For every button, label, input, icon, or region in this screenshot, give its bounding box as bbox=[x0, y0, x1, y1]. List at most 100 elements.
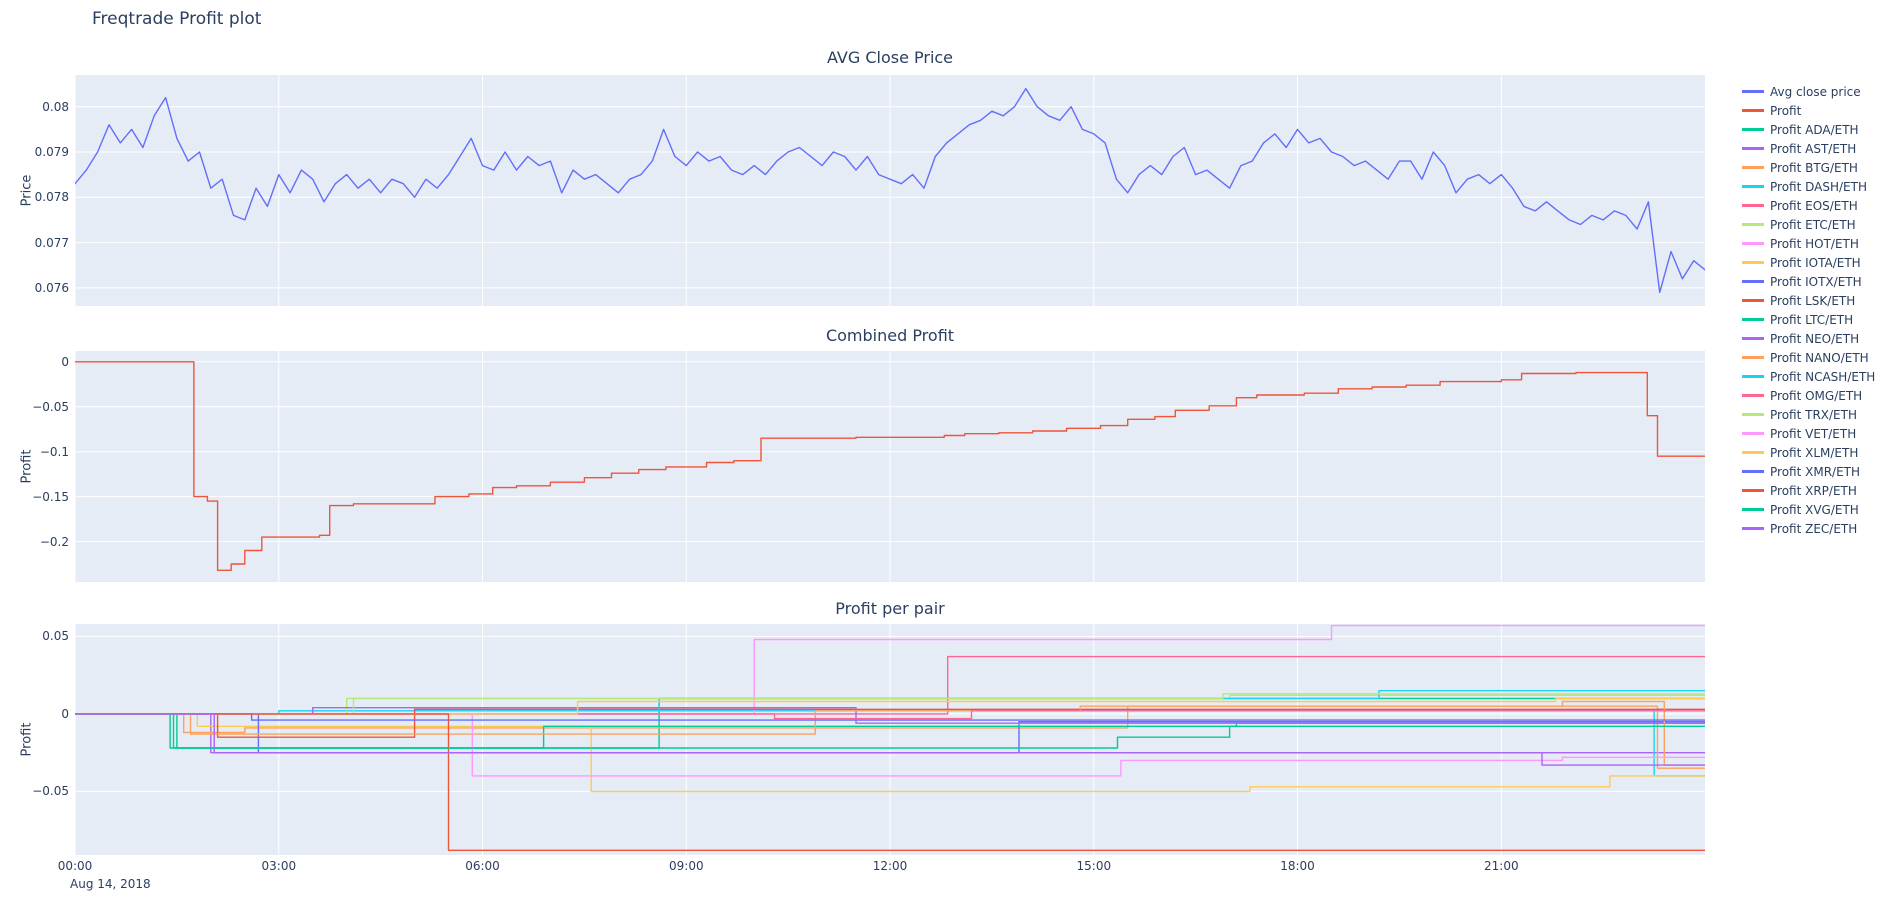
y-tick-label: 0 bbox=[61, 706, 69, 721]
legend-line-swatch bbox=[1742, 489, 1764, 492]
legend-item-profit-btg-eth[interactable]: Profit BTG/ETH bbox=[1742, 158, 1894, 177]
legend-item-profit-neo-eth[interactable]: Profit NEO/ETH bbox=[1742, 329, 1894, 348]
legend-line-swatch bbox=[1742, 147, 1764, 150]
y-tick-label: 0.077 bbox=[34, 235, 69, 250]
series-line-profit-xrp-eth[interactable] bbox=[75, 713, 1705, 851]
legend-line-swatch bbox=[1742, 242, 1764, 245]
y-tick-label: 0 bbox=[61, 354, 69, 369]
legend-line-swatch bbox=[1742, 90, 1764, 93]
y-tick-label: 0.076 bbox=[34, 280, 69, 295]
y-tick-label: 0.08 bbox=[42, 99, 69, 114]
legend-line-swatch bbox=[1742, 280, 1764, 283]
legend-item-profit-omg-eth[interactable]: Profit OMG/ETH bbox=[1742, 386, 1894, 405]
profit-per-pair-plot-area[interactable]: 0.05 0 −0.05 bbox=[32, 624, 1705, 855]
legend-item-profit-eos-eth[interactable]: Profit EOS/ETH bbox=[1742, 196, 1894, 215]
legend-item-profit-dash-eth[interactable]: Profit DASH/ETH bbox=[1742, 177, 1894, 196]
combined-profit-plot-area[interactable]: 0 −0.05 −0.1 −0.15 −0.2 bbox=[32, 351, 1705, 582]
y-tick-label: −0.1 bbox=[39, 444, 69, 459]
legend-line-swatch bbox=[1742, 413, 1764, 416]
legend-item-profit-trx-eth[interactable]: Profit TRX/ETH bbox=[1742, 405, 1894, 424]
legend: Avg close price Profit Profit ADA/ETH Profi… bbox=[1742, 82, 1894, 538]
legend-item-profit-zec-eth[interactable]: Profit ZEC/ETH bbox=[1742, 519, 1894, 538]
legend-item-profit-iota-eth[interactable]: Profit IOTA/ETH bbox=[1742, 253, 1894, 272]
legend-line-swatch bbox=[1742, 299, 1764, 302]
series-line-profit-omg-eth[interactable] bbox=[75, 710, 1705, 720]
legend-label: Profit ETC/ETH bbox=[1770, 217, 1856, 232]
legend-label: Profit LSK/ETH bbox=[1770, 293, 1856, 308]
legend-line-swatch bbox=[1742, 375, 1764, 378]
legend-label: Profit XMR/ETH bbox=[1770, 464, 1861, 479]
y-axis-title-profit-2: Profit bbox=[16, 624, 38, 855]
legend-label: Profit XLM/ETH bbox=[1770, 445, 1859, 460]
legend-item-profit-ada-eth[interactable]: Profit ADA/ETH bbox=[1742, 120, 1894, 139]
y-tick-label: 0.079 bbox=[34, 145, 69, 159]
legend-line-swatch bbox=[1742, 166, 1764, 169]
series-line-profit-zec-eth[interactable] bbox=[75, 713, 1705, 766]
legend-label: Profit AST/ETH bbox=[1770, 141, 1857, 156]
legend-label: Profit DASH/ETH bbox=[1770, 179, 1867, 194]
legend-item-profit-etc-eth[interactable]: Profit ETC/ETH bbox=[1742, 215, 1894, 234]
legend-item-profit-ltc-eth[interactable]: Profit LTC/ETH bbox=[1742, 310, 1894, 329]
y-axis-title-text: Profit bbox=[19, 722, 35, 757]
legend-line-swatch bbox=[1742, 337, 1764, 340]
legend-item-profit-ncash-eth[interactable]: Profit NCASH/ETH bbox=[1742, 367, 1894, 386]
series-line-profit[interactable] bbox=[75, 361, 1705, 571]
x-tick-label: 00:00 bbox=[57, 859, 93, 873]
x-tick-label: 12:00 bbox=[872, 859, 908, 873]
legend-label: Avg close price bbox=[1770, 84, 1861, 99]
legend-label: Profit VET/ETH bbox=[1770, 426, 1857, 441]
avg-close-price-plot-area[interactable]: 0.076 0.077 0.078 0.079 0.08 bbox=[35, 75, 1705, 306]
legend-line-swatch bbox=[1742, 508, 1764, 511]
legend-label: Profit NEO/ETH bbox=[1770, 331, 1860, 346]
y-tick-label: 0.05 bbox=[42, 629, 69, 644]
y-tick-label: −0.05 bbox=[32, 399, 69, 414]
legend-item-profit-lsk-eth[interactable]: Profit LSK/ETH bbox=[1742, 291, 1894, 310]
legend-label: Profit NANO/ETH bbox=[1770, 350, 1869, 365]
x-tick-label: 06:00 bbox=[465, 859, 500, 873]
legend-item-profit-xrp-eth[interactable]: Profit XRP/ETH bbox=[1742, 481, 1894, 500]
legend-line-swatch bbox=[1742, 451, 1764, 454]
legend-item-profit-ast-eth[interactable]: Profit AST/ETH bbox=[1742, 139, 1894, 158]
x-tick-label: 03:00 bbox=[261, 859, 297, 873]
legend-item-profit-vet-eth[interactable]: Profit VET/ETH bbox=[1742, 424, 1894, 443]
x-tick-label: 09:00 bbox=[669, 859, 704, 873]
series-line-profit-nano-eth[interactable] bbox=[75, 700, 1705, 766]
legend-label: Profit TRX/ETH bbox=[1770, 407, 1857, 422]
legend-label: Profit IOTX/ETH bbox=[1770, 274, 1862, 289]
legend-item-avg-close-price[interactable]: Avg close price bbox=[1742, 82, 1894, 101]
legend-label: Profit LTC/ETH bbox=[1770, 312, 1854, 327]
legend-item-profit-xlm-eth[interactable]: Profit XLM/ETH bbox=[1742, 443, 1894, 462]
legend-item-profit-xvg-eth[interactable]: Profit XVG/ETH bbox=[1742, 500, 1894, 519]
series-line-profit-iota-eth[interactable] bbox=[75, 713, 1705, 793]
series-line-profit-xvg-eth[interactable] bbox=[75, 713, 1705, 749]
series-line-profit-xlm-eth[interactable] bbox=[75, 697, 1705, 715]
legend-line-swatch bbox=[1742, 470, 1764, 473]
x-tick-label: 18:00 bbox=[1280, 859, 1315, 873]
x-axis-tick-labels: 00:00 03:00 06:00 09:00 12:00 15:00 18:00 21:00 bbox=[58, 859, 1705, 875]
legend-label: Profit OMG/ETH bbox=[1770, 388, 1863, 403]
legend-line-swatch bbox=[1742, 394, 1764, 397]
y-tick-label: −0.15 bbox=[32, 489, 69, 504]
legend-label: Profit HOT/ETH bbox=[1770, 236, 1859, 251]
legend-item-profit-nano-eth[interactable]: Profit NANO/ETH bbox=[1742, 348, 1894, 367]
legend-item-profit-iotx-eth[interactable]: Profit IOTX/ETH bbox=[1742, 272, 1894, 291]
legend-label: Profit ZEC/ETH bbox=[1770, 521, 1858, 536]
legend-label: Profit NCASH/ETH bbox=[1770, 369, 1876, 384]
series-line-avg-close-price[interactable] bbox=[75, 87, 1705, 294]
page-title: Freqtrade Profit plot bbox=[92, 9, 262, 29]
legend-line-swatch bbox=[1742, 185, 1764, 188]
subplot-title-combined-profit: Combined Profit bbox=[825, 326, 955, 345]
legend-label: Profit BTG/ETH bbox=[1770, 160, 1858, 175]
x-axis-date-annotation: Aug 14, 2018 bbox=[70, 877, 151, 891]
legend-label: Profit XRP/ETH bbox=[1770, 483, 1857, 498]
legend-line-swatch bbox=[1742, 318, 1764, 321]
legend-item-profit-hot-eth[interactable]: Profit HOT/ETH bbox=[1742, 234, 1894, 253]
legend-label: Profit bbox=[1770, 103, 1802, 118]
series-line-profit-btg-eth[interactable] bbox=[75, 705, 1705, 769]
series-line-profit-vet-eth[interactable] bbox=[75, 713, 1705, 777]
legend-item-profit[interactable]: Profit bbox=[1742, 101, 1894, 120]
legend-item-profit-xmr-eth[interactable]: Profit XMR/ETH bbox=[1742, 462, 1894, 481]
legend-line-swatch bbox=[1742, 109, 1764, 112]
legend-line-swatch bbox=[1742, 356, 1764, 359]
legend-label: Profit IOTA/ETH bbox=[1770, 255, 1861, 270]
